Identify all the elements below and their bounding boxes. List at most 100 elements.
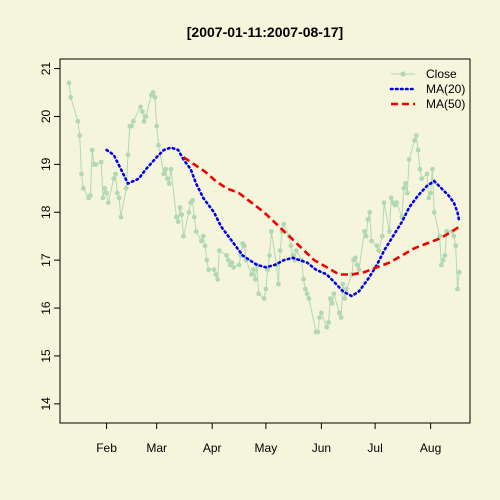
data-point-close [242, 243, 247, 249]
y-tick-label: 21 [39, 62, 53, 76]
x-tick-label: May [255, 441, 278, 455]
legend-label-close: Close [426, 67, 457, 81]
data-point-close [338, 315, 344, 320]
y-tick-label: 14 [39, 397, 53, 411]
chart-title: [2007-01-11:2007-08-17] [187, 24, 343, 40]
data-point-close [362, 229, 367, 234]
data-point-close [344, 286, 349, 292]
y-tick-label: 17 [39, 253, 53, 267]
data-point-close [317, 315, 322, 320]
data-point-close [79, 171, 84, 177]
x-tick-label: Feb [96, 441, 117, 455]
data-point-close [281, 221, 287, 227]
data-point-close [161, 171, 167, 177]
data-point-close [152, 94, 158, 100]
data-point-close [114, 190, 120, 196]
data-point-close [365, 217, 371, 222]
y-tick-label: 18 [39, 205, 53, 219]
data-point-close [89, 147, 95, 153]
data-point-close [437, 233, 442, 239]
data-point-close [252, 276, 258, 282]
x-tick-label: Apr [203, 441, 222, 455]
data-point-close [263, 286, 269, 292]
data-point-close [419, 176, 425, 182]
data-point-close [428, 190, 433, 196]
plot-frame [59, 58, 471, 424]
data-point-close [75, 118, 81, 124]
data-point-close [288, 243, 294, 249]
data-point-close [163, 166, 169, 172]
data-point-close [150, 90, 156, 95]
data-point-close [236, 262, 242, 268]
data-point-close [413, 133, 419, 139]
data-point-close [276, 281, 281, 287]
data-point-close [353, 255, 358, 261]
data-point-close [315, 329, 321, 335]
data-point-close [293, 248, 299, 254]
x-tick-label: Jul [367, 441, 382, 455]
data-point-close [231, 264, 237, 270]
data-point-close [327, 296, 333, 301]
data-point-close [354, 262, 360, 268]
series-line-close [68, 82, 460, 333]
data-point-close [181, 233, 186, 239]
series-line-ma-50 [182, 156, 461, 276]
data-point-close [215, 276, 221, 282]
data-point-close [168, 166, 174, 172]
data-point-close [451, 233, 457, 239]
data-point-close [190, 197, 195, 203]
data-point-close [442, 253, 448, 258]
data-point-close [424, 171, 430, 177]
data-point-close [204, 257, 210, 263]
data-point-close [191, 214, 197, 220]
data-point-close [290, 253, 296, 258]
data-point-close [388, 195, 394, 201]
data-point-close [430, 166, 435, 172]
data-point-close [267, 253, 272, 258]
data-point-close [116, 195, 122, 201]
data-point-close [306, 296, 312, 301]
data-point-close [367, 209, 373, 215]
x-tick-label: Jun [312, 441, 331, 455]
data-point-close [102, 185, 108, 191]
data-point-close [265, 267, 271, 273]
data-point-close [387, 229, 392, 234]
data-point-close [256, 291, 262, 297]
data-point-close [319, 310, 324, 316]
data-point-close [324, 324, 330, 330]
data-point-close [88, 193, 93, 198]
data-point-close [340, 281, 346, 287]
data-point-close [394, 200, 399, 206]
y-tick-label: 16 [39, 301, 53, 315]
data-point-close [179, 212, 185, 218]
data-point-close [336, 310, 342, 316]
x-tick-label: Aug [420, 441, 441, 455]
data-point-close [404, 190, 410, 196]
data-point-close [143, 114, 149, 119]
data-point-close [401, 185, 407, 191]
data-point-close [225, 257, 231, 263]
data-point-close [200, 233, 206, 239]
data-point-close [403, 181, 408, 186]
data-point-close [131, 118, 136, 124]
data-point-close [138, 104, 144, 110]
data-point-close [374, 243, 380, 249]
series-line-ma-20 [105, 146, 461, 298]
legend-marker-close [400, 71, 406, 77]
x-tick-label: Mar [146, 441, 167, 455]
data-point-close [111, 176, 117, 182]
data-point-close [453, 243, 459, 249]
data-point-close [363, 233, 369, 239]
data-point-close [80, 185, 86, 191]
data-point-close [249, 272, 255, 277]
data-point-close [140, 109, 145, 115]
y-axis: 14 15 16 17 18 19 20 21 [39, 62, 60, 411]
data-point-close [156, 142, 161, 148]
data-point-close [98, 159, 104, 165]
legend-label-ma-50: MA(50) [426, 97, 465, 111]
data-point-close [369, 238, 374, 244]
data-point-close [77, 133, 83, 139]
data-point-close [125, 152, 131, 158]
data-point-close [206, 267, 212, 273]
